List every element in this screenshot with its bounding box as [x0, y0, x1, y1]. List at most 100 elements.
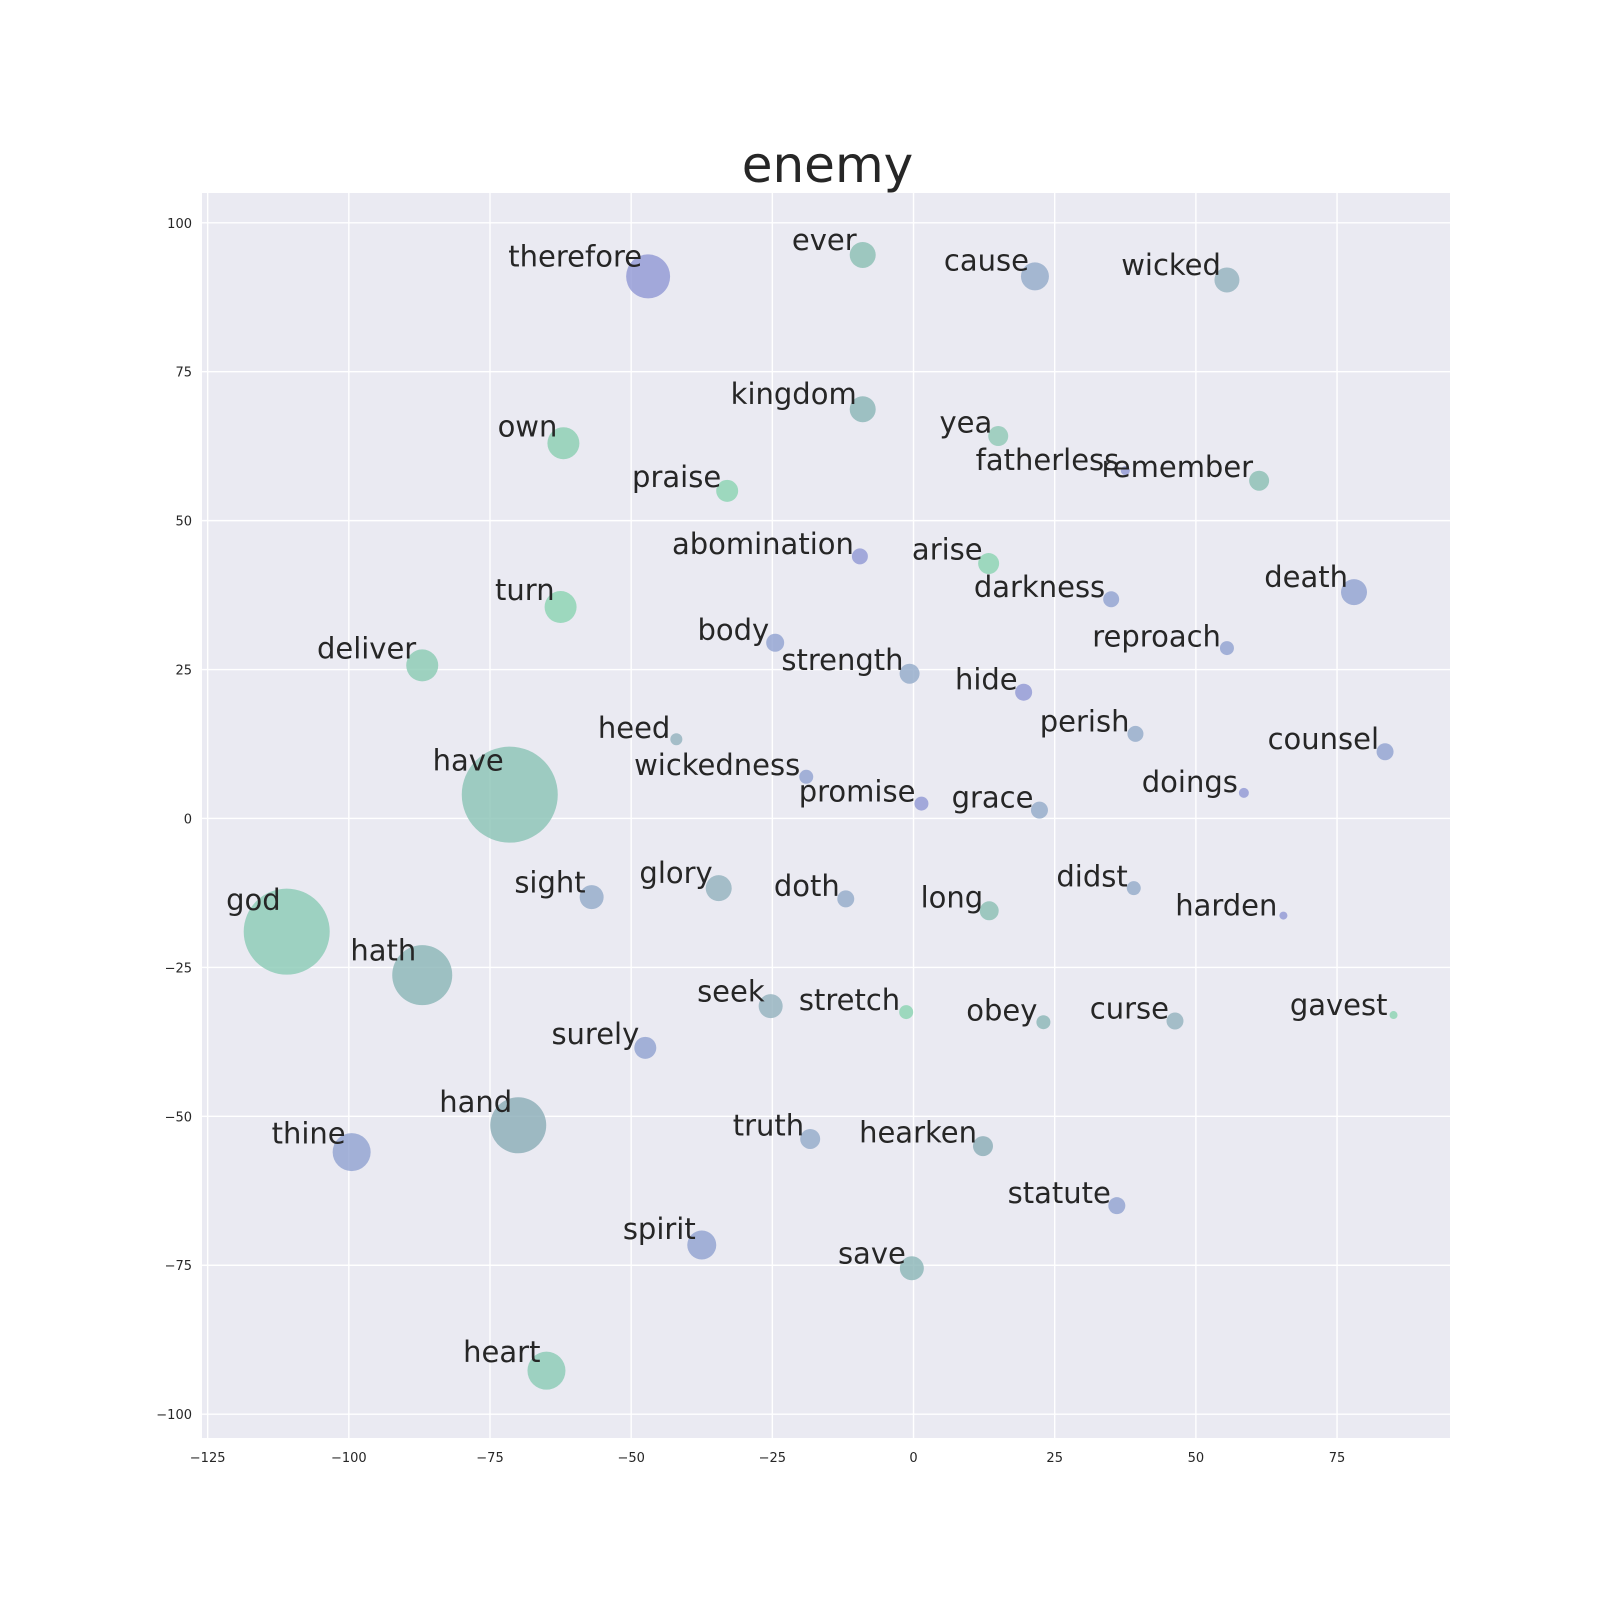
point-label-hide: hide [955, 663, 1018, 697]
point-label-wicked: wicked [1121, 248, 1221, 282]
point-label-ever: ever [792, 223, 857, 257]
point-stretch [899, 1005, 914, 1020]
point-label-abomination: abomination [672, 527, 854, 561]
point-fatherless [1120, 466, 1130, 476]
point-curse [1166, 1012, 1184, 1030]
point-label-heed: heed [598, 711, 670, 745]
x-tick-label: −100 [331, 1451, 367, 1466]
point-didst [1126, 881, 1141, 896]
point-therefore [626, 254, 671, 299]
point-label-surely: surely [551, 1017, 639, 1051]
point-save [899, 1256, 924, 1281]
point-ever [849, 241, 876, 268]
point-abomination [851, 548, 868, 565]
point-label-deliver: deliver [317, 632, 416, 666]
point-label-counsel: counsel [1268, 722, 1379, 756]
point-label-harden: harden [1175, 888, 1277, 922]
point-label-doings: doings [1142, 765, 1238, 799]
y-tick-label: 25 [175, 664, 192, 679]
point-label-stretch: stretch [799, 983, 900, 1017]
point-promise [914, 796, 929, 811]
point-label-therefore: therefore [508, 239, 642, 273]
point-gavest [1389, 1011, 1398, 1020]
point-wicked [1214, 267, 1240, 293]
point-long [979, 901, 999, 921]
point-label-turn: turn [495, 573, 555, 607]
point-own [547, 427, 580, 460]
point-grace [1030, 801, 1048, 819]
point-label-reproach: reproach [1092, 619, 1221, 653]
point-label-death: death [1264, 560, 1348, 594]
x-tick-label: 75 [1329, 1451, 1346, 1466]
point-glory [705, 875, 732, 902]
point-label-fatherless: fatherless [976, 443, 1120, 477]
point-label-statute: statute [1008, 1176, 1111, 1210]
point-label-kingdom: kingdom [731, 377, 857, 411]
point-doings [1238, 787, 1249, 798]
point-hand [490, 1097, 547, 1154]
point-label-obey: obey [966, 993, 1037, 1027]
point-label-wickedness: wickedness [634, 748, 800, 782]
point-label-promise: promise [799, 775, 916, 809]
point-sight [579, 885, 604, 910]
point-label-grace: grace [952, 780, 1034, 814]
point-death [1341, 579, 1367, 606]
x-tick-label: −25 [759, 1451, 786, 1466]
point-label-hath: hath [350, 934, 416, 968]
point-hide [1015, 683, 1033, 701]
point-remember [1249, 470, 1270, 491]
y-tick-label: −25 [165, 961, 192, 976]
x-tick-label: 0 [909, 1451, 917, 1466]
point-label-long: long [921, 881, 984, 915]
point-label-spirit: spirit [623, 1212, 696, 1246]
points [243, 241, 1398, 1390]
point-yea [988, 426, 1009, 447]
x-tick-label: −125 [190, 1451, 226, 1466]
y-tick-label: −75 [165, 1259, 192, 1274]
point-label-god: god [226, 883, 281, 917]
point-label-perish: perish [1040, 704, 1130, 738]
point-hath [392, 945, 453, 1006]
x-tick-label: 25 [1046, 1451, 1063, 1466]
grid [202, 193, 1450, 1438]
point-reproach [1219, 641, 1234, 656]
point-labels: therefore ever cause wicked kingdom yeafather… [226, 223, 1387, 1369]
y-tick-label: 75 [175, 366, 192, 381]
point-label-have: have [433, 743, 504, 777]
point-cause [1020, 262, 1049, 291]
point-spirit [687, 1230, 717, 1260]
y-axis: 100 75 50 25 0 −25 −50 −75 −100 [156, 217, 192, 1423]
point-surely [634, 1036, 657, 1059]
point-label-didst: didst [1056, 859, 1127, 893]
x-axis: −125 −100 −75 −50 −25 0 25 50 75 [190, 1451, 1346, 1466]
point-kingdom [849, 396, 876, 423]
point-have [461, 746, 558, 843]
point-label-heart: heart [463, 1335, 540, 1369]
point-label-doth: doth [774, 869, 840, 903]
point-doth [837, 890, 855, 908]
point-darkness [1103, 591, 1120, 608]
point-heed [670, 733, 683, 746]
point-label-truth: truth [733, 1108, 804, 1142]
x-tick-label: −50 [617, 1451, 644, 1466]
point-obey [1036, 1015, 1051, 1030]
point-seek [758, 994, 783, 1019]
point-label-yea: yea [939, 406, 992, 440]
point-label-sight: sight [514, 866, 585, 900]
point-label-darkness: darkness [974, 570, 1105, 604]
point-label-hand: hand [439, 1085, 512, 1119]
y-tick-label: 100 [167, 217, 192, 232]
point-harden [1279, 911, 1288, 920]
point-truth [800, 1128, 821, 1149]
point-deliver [406, 649, 439, 682]
point-label-strength: strength [781, 643, 903, 677]
point-label-save: save [838, 1237, 906, 1271]
point-label-cause: cause [944, 244, 1029, 278]
point-label-arise: arise [912, 533, 983, 567]
point-label-remember: remember [1101, 450, 1253, 484]
point-label-body: body [697, 613, 769, 647]
point-god [243, 888, 330, 975]
y-tick-label: −50 [165, 1110, 192, 1125]
y-tick-label: 50 [175, 515, 192, 530]
point-hearken [972, 1136, 993, 1157]
